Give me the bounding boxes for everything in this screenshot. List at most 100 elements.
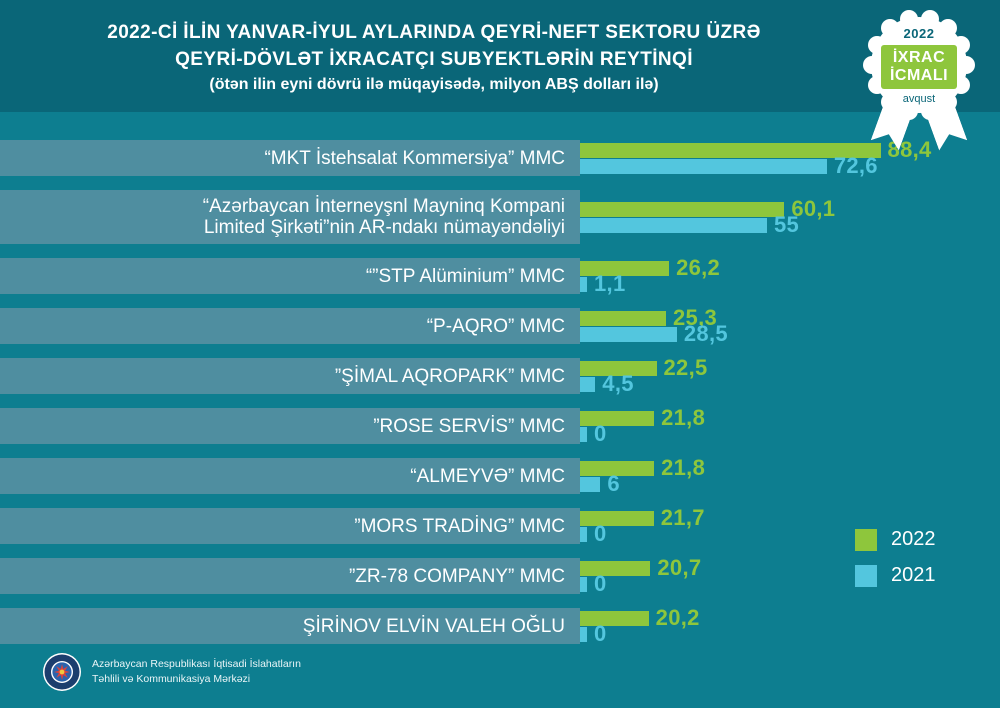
bar-2022 [580,310,667,326]
bar-line-2021: 55 [580,212,835,237]
bar-line-2022: 21,8 [580,405,705,430]
legend-swatch-2021 [855,564,877,587]
bar-2021 [580,158,827,174]
row-bars: 20,7 0 [580,555,701,596]
export-review-seal-badge: 2022 İXRAC İCMALI avqust [858,5,980,157]
value-2021: 1,1 [594,271,626,296]
bar-2021 [580,476,601,492]
bar-line-2022: 60,1 [580,196,835,221]
bar-2021 [580,376,596,392]
exporter-name-label: “ALMEYVƏ” MMC [0,458,580,494]
value-2022: 26,2 [676,255,721,280]
row-bars: 25,3 28,5 [580,305,728,346]
badge-title-line2: İCMALI [889,66,949,84]
page-title-line1: 2022-Cİ İLİN YANVAR-İYUL AYLARINDA QEYRİ… [107,21,761,43]
value-2021: 0 [594,571,607,596]
chart-row: ŞİRİNOV ELVİN VALEH OĞLU 20,2 0 [0,605,1000,646]
bar-2021 [580,526,587,542]
bar-2021 [580,626,587,642]
bar-line-2021: 28,5 [580,321,728,346]
row-bars: 21,8 0 [580,405,705,446]
badge-month: avqust [902,92,936,105]
bar-2022 [580,260,670,276]
bar-2022 [580,360,657,376]
chart-row: ”ŞİMAL AQROPARK” MMC 22,5 4,5 [0,355,1000,396]
value-2021: 28,5 [683,321,728,346]
legend-item-2022: 2022 [855,528,936,551]
bar-line-2021: 0 [580,621,700,646]
bar-line-2022: 25,3 [580,305,728,330]
badge-title: İXRAC İCMALI [880,44,958,89]
bar-line-2022: 26,2 [580,255,720,280]
bar-line-2022: 20,2 [580,605,700,630]
bar-2022 [580,610,649,626]
exporter-name-label: ”MORS TRADİNG” MMC [0,508,580,544]
bar-line-2021: 4,5 [580,371,708,396]
value-2021: 4,5 [602,371,634,396]
row-bars: 21,7 0 [580,505,705,546]
footer-org-line1: Azərbaycan Respublikası İqtisadi İslahat… [92,658,301,670]
legend-item-2021: 2021 [855,564,936,587]
exporter-name-label: ”ZR-78 COMPANY” MMC [0,558,580,594]
bar-line-2022: 20,7 [580,555,701,580]
chart-row: “P-AQRO” MMC 25,3 28,5 [0,305,1000,346]
bar-2021 [580,576,587,592]
chart-row: ”MORS TRADİNG” MMC 21,7 0 [0,505,1000,546]
value-2022: 21,8 [661,455,706,480]
bar-2022 [580,560,651,576]
page-title-line2: QEYRİ-DÖVLƏT İXRACATÇI SUBYEKTLƏRİN REYT… [175,48,693,70]
bar-2021 [580,426,587,442]
chart-row: “ALMEYVƏ” MMC 21,8 6 [0,455,1000,496]
bar-line-2022: 21,7 [580,505,705,530]
badge-title-line1: İXRAC [892,48,946,66]
seal-content: 2022 İXRAC İCMALI avqust [859,5,979,125]
badge-year: 2022 [903,25,935,41]
footer-org-line2: Təhlili və Kommunikasiya Mərkəzi [92,673,251,685]
legend-swatch-2022 [855,528,877,551]
value-2022: 21,7 [660,505,705,530]
exporter-name-label: ŞİRİNOV ELVİN VALEH OĞLU [0,608,580,644]
aerc-emblem-icon [43,653,81,691]
header-titles: 2022-Cİ İLİN YANVAR-İYUL AYLARINDA QEYRİ… [0,19,868,94]
value-2021: 0 [594,521,607,546]
bar-line-2021: 1,1 [580,271,720,296]
bar-line-2021: 0 [580,521,705,546]
row-bars: 21,8 6 [580,455,705,496]
value-2022: 20,7 [657,555,702,580]
value-2021: 55 [774,212,800,237]
legend: 2022 2021 [855,528,936,587]
value-2021: 0 [594,421,607,446]
exporter-name-label: “Azərbaycan İnterneyşnl Mayninq Kompani L… [0,190,580,244]
bar-line-2022: 21,8 [580,455,705,480]
bar-line-2021: 6 [580,471,705,496]
row-bars: 88,4 72,6 [580,137,932,178]
bar-line-2021: 0 [580,571,701,596]
value-2022: 60,1 [791,196,836,221]
row-bars: 60,1 55 [580,196,835,237]
legend-label-2021: 2021 [891,564,936,586]
row-bars: 20,2 0 [580,605,700,646]
exporter-name-label: “P-AQRO” MMC [0,308,580,344]
bar-2022 [580,510,654,526]
bar-2022 [580,142,881,158]
bar-2021 [580,276,587,292]
bar-line-2022: 22,5 [580,355,708,380]
header-band: 2022-Cİ İLİN YANVAR-İYUL AYLARINDA QEYRİ… [0,0,1000,112]
chart-row: ”ROSE SERVİS” MMC 21,8 0 [0,405,1000,446]
value-2022: 21,8 [661,405,706,430]
bar-line-2021: 72,6 [580,153,932,178]
value-2022: 20,2 [655,605,700,630]
horizontal-bar-chart: “MKT İstehsalat Kommersiya” MMC 88,4 72,… [0,137,1000,646]
value-2021: 0 [594,621,607,646]
exporter-name-label: “”STP Alüminium” MMC [0,258,580,294]
exporter-name-label: “MKT İstehsalat Kommersiya” MMC [0,140,580,176]
chart-row: “Azərbaycan İnterneyşnl Mayninq Kompani L… [0,190,1000,244]
row-bars: 22,5 4,5 [580,355,708,396]
value-2021: 6 [607,471,620,496]
footer: Azərbaycan Respublikası İqtisadi İslahat… [42,652,301,692]
value-2022: 22,5 [663,355,708,380]
bar-2022 [580,201,785,217]
row-bars: 26,2 1,1 [580,255,720,296]
chart-row: “MKT İstehsalat Kommersiya” MMC 88,4 72,… [0,137,1000,178]
